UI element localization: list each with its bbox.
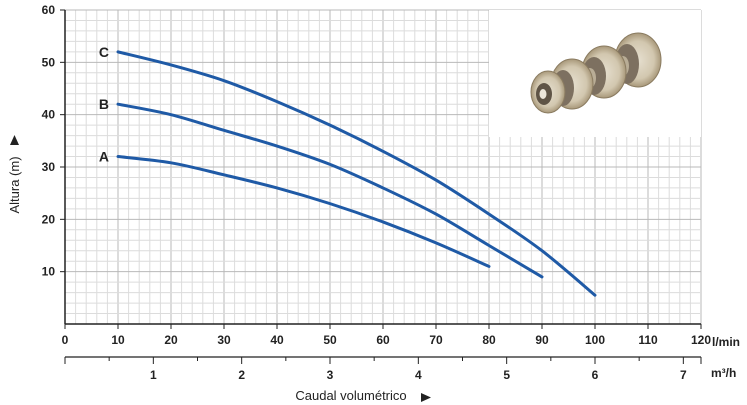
x-tick-label: 110 (638, 333, 658, 347)
y-axis-arrow-icon (10, 135, 19, 145)
x2-tick-label: 7 (680, 368, 687, 382)
y-tick-label: 20 (42, 212, 56, 226)
x-tick-label: 0 (62, 333, 69, 347)
x-tick-label: 60 (376, 333, 390, 347)
x2-tick-label: 3 (327, 368, 334, 382)
y-tick-label: 10 (42, 265, 56, 279)
x-tick-label: 10 (111, 333, 125, 347)
x-unit-label: l/min (712, 335, 740, 349)
axes (60, 9, 702, 364)
x-tick-label: 120 (691, 333, 711, 347)
series-label-c: C (99, 44, 109, 60)
series-line-b (116, 102, 544, 279)
series-label-b: B (99, 96, 109, 112)
x-tick-label: 30 (217, 333, 231, 347)
y-tick-label: 50 (42, 55, 56, 69)
x2-tick-label: 6 (592, 368, 599, 382)
y-tick-label: 30 (42, 160, 56, 174)
y-axis-title-group: Altura (m) (7, 135, 22, 214)
x2-tick-label: 2 (238, 368, 245, 382)
y-tick-label: 60 (42, 3, 56, 17)
x-tick-label: 90 (535, 333, 549, 347)
x2-tick-label: 4 (415, 368, 422, 382)
series-line-c (116, 50, 597, 297)
x-tick-label: 20 (164, 333, 178, 347)
x2-tick-label: 5 (503, 368, 510, 382)
y-axis-title: Altura (m) (7, 156, 22, 213)
x-tick-label: 50 (323, 333, 337, 347)
pump-impellers-photo (489, 10, 701, 137)
x-tick-label: 40 (270, 333, 284, 347)
series-line-a (116, 155, 491, 268)
y-tick-label: 40 (42, 108, 56, 122)
x-axis-title-group: Caudal volumétrico (295, 388, 431, 403)
series-group: A B C (99, 44, 597, 297)
series-label-a: A (99, 149, 109, 165)
tick-labels: 0 10 20 30 40 50 60 70 80 90 100 110 120 10 20 30 40 50 60… (42, 3, 712, 382)
x-tick-label: 70 (429, 333, 443, 347)
x-axis-arrow-icon (421, 393, 431, 402)
x2-tick-label: 1 (150, 368, 157, 382)
x-tick-label: 100 (585, 333, 605, 347)
x-axis-title: Caudal volumétrico (295, 388, 406, 403)
x-tick-label: 80 (482, 333, 496, 347)
x2-unit-label: m³/h (711, 366, 736, 380)
